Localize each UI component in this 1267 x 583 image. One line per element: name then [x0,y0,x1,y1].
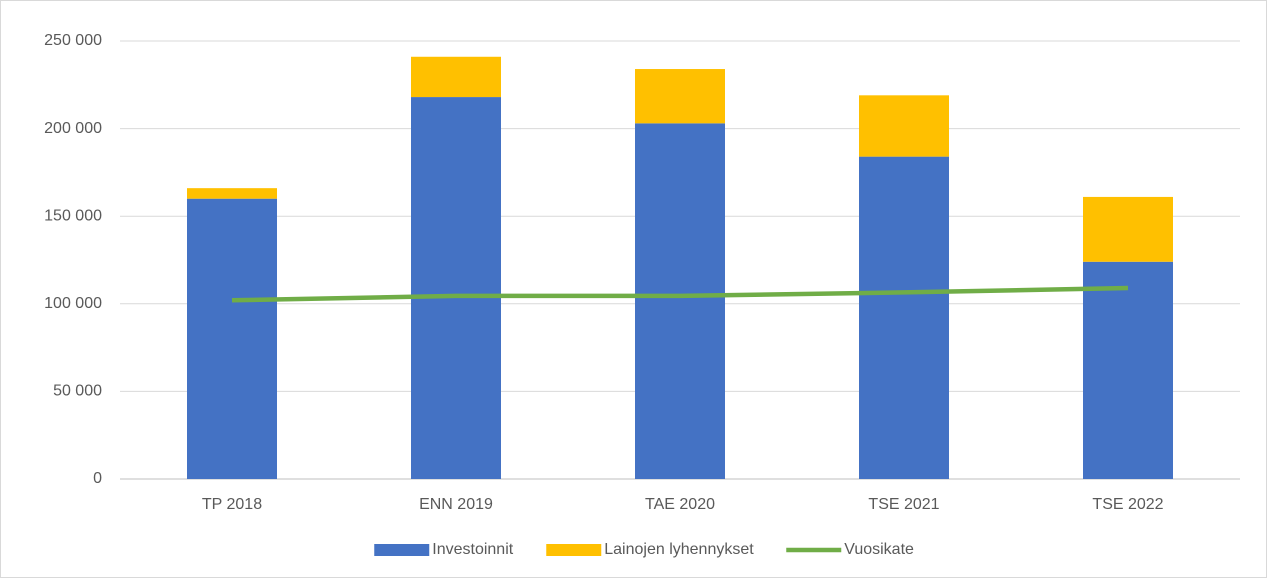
legend-label: Lainojen lyhennykset [604,541,754,558]
bar [411,97,501,480]
bar [635,123,725,480]
y-tick-label: 50 000 [53,383,102,400]
x-tick-label: TAE 2020 [645,496,715,513]
legend-swatch [546,544,602,556]
bar [1083,196,1173,262]
bar [1083,261,1173,479]
y-tick-label: 200 000 [44,120,102,137]
legend-label: Vuosikate [844,541,914,558]
y-tick-label: 100 000 [44,295,102,312]
x-tick-label: TSE 2022 [1092,496,1163,513]
bar [187,188,277,199]
bar [859,95,949,157]
bar [411,56,501,98]
bar [859,156,949,479]
y-tick-label: 150 000 [44,207,102,224]
x-tick-label: ENN 2019 [419,496,493,513]
bar [187,198,277,479]
line [231,285,1129,303]
y-tick-label: 250 000 [44,32,102,49]
legend-swatch [374,544,430,556]
legend-label: Investoinnit [432,541,513,558]
x-tick-label: TP 2018 [202,496,262,513]
x-tick-label: TSE 2021 [868,496,939,513]
y-tick-label: 0 [93,470,102,487]
bar [635,69,725,124]
